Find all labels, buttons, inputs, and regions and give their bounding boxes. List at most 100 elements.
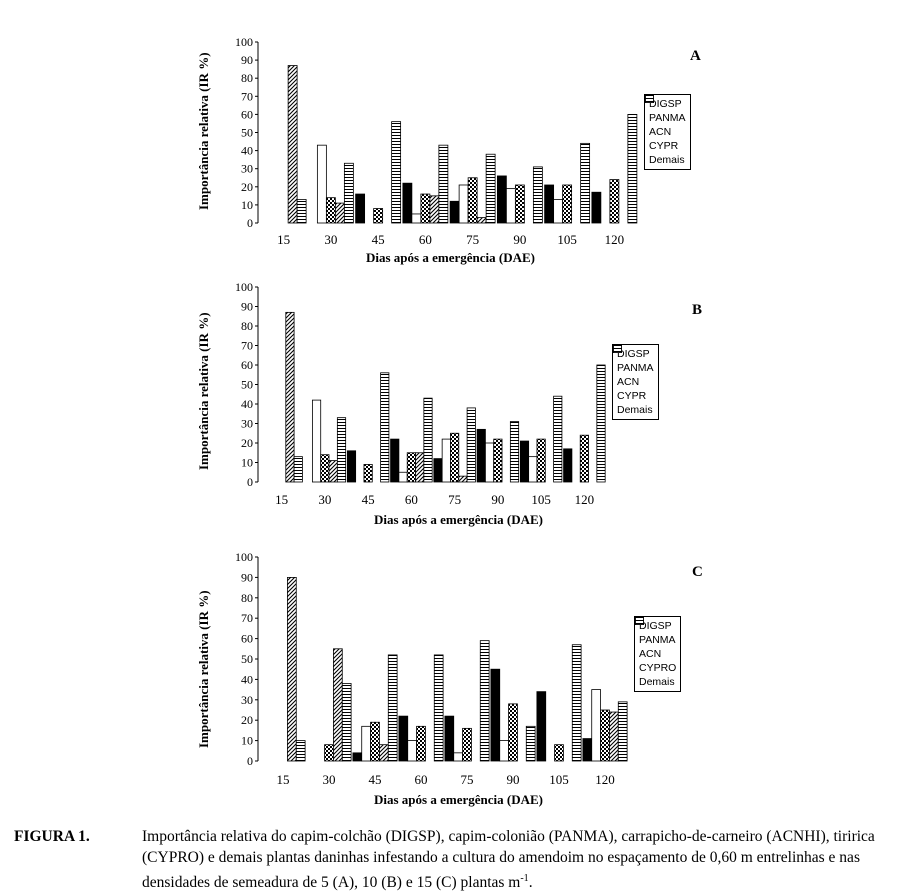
bar-panma-75 — [453, 752, 463, 762]
bar-digsp-90 — [496, 175, 507, 224]
bar-demais-90 — [532, 166, 543, 224]
bar-cypro-120 — [609, 711, 619, 762]
x-tick-label: 120 — [575, 492, 595, 507]
bar-digsp-90 — [490, 668, 501, 762]
legend-item-digsp: DIGSP — [613, 345, 654, 361]
x-tick-label: 15 — [277, 232, 290, 247]
bar-digsp-105 — [544, 184, 555, 224]
bar-panma-105 — [528, 456, 538, 483]
x-tick-label: 45 — [372, 232, 385, 247]
bar-acn-75 — [462, 727, 472, 762]
x-tick-label: 15 — [275, 492, 288, 507]
chart-b-x-label: Dias após a emergência (DAE) — [374, 512, 543, 527]
chart-c-plot: 0 10 20 30 40 50 60 70 80 90 100 15 30 45 60 75 90 105 120 — [235, 550, 628, 787]
legend-item-acn: ACN — [613, 345, 654, 389]
bar-panma-90 — [499, 740, 509, 762]
x-tick-label: 75 — [448, 492, 461, 507]
bar-cypro-30 — [333, 648, 343, 762]
chart-b-y-label: Importância relativa (IR %) — [196, 312, 211, 470]
legend-item-acn: ACN — [645, 95, 686, 139]
bar-panma-45 — [361, 725, 371, 762]
y-tick-label: 90 — [241, 53, 253, 67]
y-tick-label: 40 — [241, 144, 253, 158]
x-tick-label: 120 — [595, 772, 615, 787]
chart-a-x-label: Dias após a emergência (DAE) — [366, 250, 535, 265]
bar-digsp-90 — [476, 428, 486, 483]
bar-cypro-60 — [415, 452, 425, 483]
bar-demais-90 — [509, 421, 520, 483]
y-tick-label: 70 — [241, 611, 253, 625]
legend-label: ACN — [617, 376, 640, 388]
bar-digsp-105 — [536, 691, 547, 762]
bar-digsp-45 — [352, 752, 363, 762]
bar-acn-45 — [373, 208, 384, 224]
bar-demais-60 — [438, 144, 449, 224]
y-tick-label: 80 — [241, 319, 253, 333]
bar-digsp-120 — [563, 448, 573, 483]
bar-cypro-75 — [476, 217, 487, 224]
bar-demais-75 — [466, 407, 476, 483]
x-tick-label: 90 — [491, 492, 504, 507]
chart-c-x-label: Dias após a emergência (DAE) — [374, 792, 543, 807]
y-tick-label: 40 — [241, 672, 253, 686]
y-tick-label: 30 — [241, 417, 253, 431]
y-tick-label: 30 — [241, 693, 253, 707]
bar-demais-120 — [627, 114, 638, 224]
bar-cypro-60 — [429, 195, 440, 224]
bar-acn-30 — [324, 744, 334, 762]
bar-digsp-75 — [449, 200, 460, 224]
y-tick-label: 90 — [241, 570, 253, 584]
x-tick-label: 60 — [415, 772, 428, 787]
chart-b-letter: B — [692, 302, 703, 318]
y-tick-label: 30 — [241, 162, 253, 176]
bar-acn-60 — [416, 725, 426, 762]
chart-a-legend: DIGSP PANMA ACN CYPR Demais — [644, 94, 691, 170]
legend-label: DIGSP — [639, 620, 672, 632]
bar-panma-60 — [398, 471, 408, 483]
y-tick-label: 40 — [241, 397, 253, 411]
chart-a-letter: A — [690, 48, 701, 64]
caption-text: Importância relativa do capim-colchão (D… — [142, 826, 914, 893]
bar-demais-120 — [596, 364, 606, 483]
legend-label: Demais — [639, 676, 675, 688]
bar-acn-60 — [420, 193, 431, 224]
bar-acn-45 — [370, 721, 380, 762]
bar-digsp-60 — [402, 182, 413, 224]
x-tick-label: 105 — [549, 772, 569, 787]
bar-acn-120 — [579, 434, 589, 483]
x-tick-label: 105 — [531, 492, 551, 507]
bar-panma-75 — [441, 438, 451, 483]
caption-label: FIGURA 1. — [14, 828, 90, 845]
bar-acn-30 — [325, 197, 336, 224]
bar-demais-45 — [387, 654, 398, 762]
bar-digsp-75 — [433, 458, 443, 483]
chart-c-letter: C — [692, 564, 703, 580]
y-tick-label: 50 — [241, 126, 253, 140]
x-tick-label: 90 — [513, 232, 526, 247]
bar-digsp-75 — [444, 715, 455, 762]
x-tick-label: 45 — [369, 772, 382, 787]
chart-c-legend: DIGSP PANMA ACN CYPRO Demais — [634, 616, 682, 692]
chart-c-y-label: Importância relativa (IR %) — [196, 590, 211, 748]
chart-panel-a: 0 10 20 30 40 50 60 70 80 90 100 15 30 45 60 75 90 105 120… — [0, 0, 920, 272]
bar-cypro-75 — [458, 475, 468, 483]
bar-digsp-60 — [398, 715, 409, 762]
legend-label: PANMA — [639, 634, 676, 646]
y-tick-label: 10 — [241, 734, 253, 748]
caption-superscript: -1 — [520, 873, 529, 884]
legend-item-digsp: DIGSP — [645, 95, 686, 111]
bar-cypro-30 — [328, 460, 338, 483]
bar-demais-60 — [423, 397, 433, 483]
bar-demais-105 — [571, 644, 582, 762]
bar-panma-30 — [311, 399, 322, 483]
chart-b-plot: 0 10 20 30 40 50 60 70 80 90 100 15 30 45 60 75 90 105 120 — [235, 280, 606, 507]
x-tick-label: 30 — [323, 772, 336, 787]
bar-demais-45 — [391, 121, 402, 224]
bar-panma-60 — [407, 740, 417, 762]
bar-cypro-15 — [287, 65, 298, 224]
legend-label: ACN — [639, 648, 662, 660]
legend-label: DIGSP — [649, 98, 682, 110]
x-tick-label: 15 — [277, 772, 290, 787]
legend-label: PANMA — [617, 362, 654, 374]
y-tick-label: 90 — [241, 300, 253, 314]
